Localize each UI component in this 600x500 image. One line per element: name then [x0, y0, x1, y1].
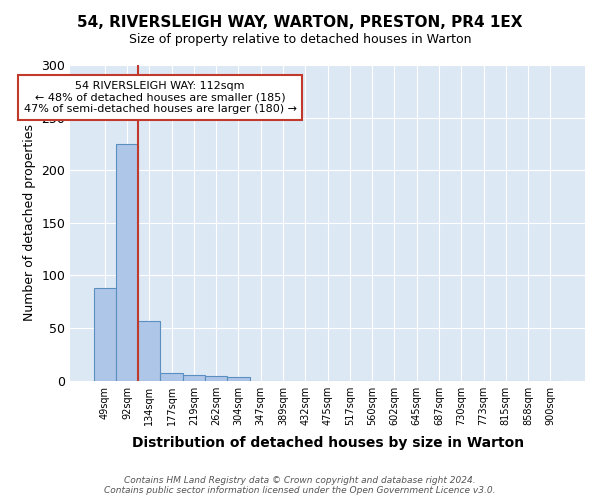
- Bar: [205, 376, 227, 380]
- Bar: [116, 144, 138, 380]
- Bar: [182, 376, 205, 380]
- Bar: [160, 374, 182, 380]
- Text: 54 RIVERSLEIGH WAY: 112sqm
← 48% of detached houses are smaller (185)
47% of sem: 54 RIVERSLEIGH WAY: 112sqm ← 48% of deta…: [24, 81, 297, 114]
- Text: 54, RIVERSLEIGH WAY, WARTON, PRESTON, PR4 1EX: 54, RIVERSLEIGH WAY, WARTON, PRESTON, PR…: [77, 15, 523, 30]
- X-axis label: Distribution of detached houses by size in Warton: Distribution of detached houses by size …: [131, 436, 524, 450]
- Text: Size of property relative to detached houses in Warton: Size of property relative to detached ho…: [129, 32, 471, 46]
- Y-axis label: Number of detached properties: Number of detached properties: [23, 124, 36, 322]
- Bar: [94, 288, 116, 380]
- Bar: [227, 378, 250, 380]
- Text: Contains HM Land Registry data © Crown copyright and database right 2024.
Contai: Contains HM Land Registry data © Crown c…: [104, 476, 496, 495]
- Bar: [138, 320, 160, 380]
